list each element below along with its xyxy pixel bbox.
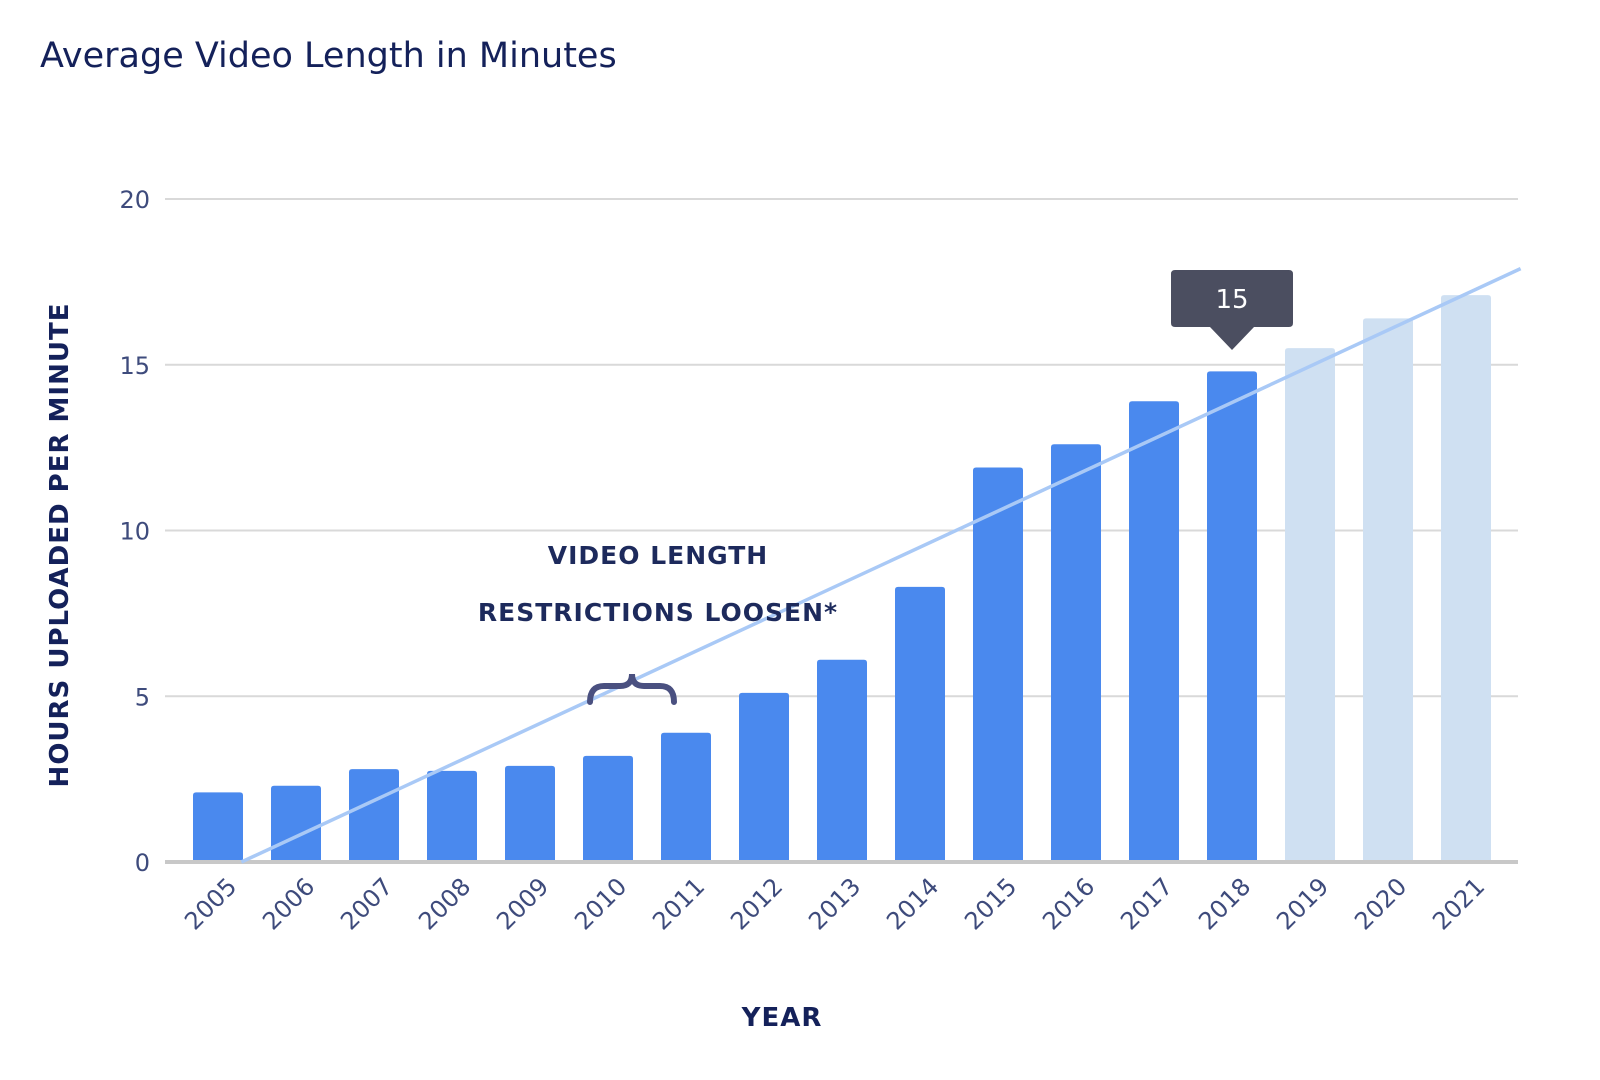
y-tick-20: 20 (119, 186, 150, 214)
x-tick-2009: 2009 (491, 872, 554, 935)
bar-2021 (1441, 295, 1491, 860)
bar-2008 (427, 770, 477, 860)
trendline-group (240, 267, 1522, 864)
x-tick-2018: 2018 (1193, 872, 1256, 935)
annotation-line-2: RESTRICTIONS LOOSEN* (478, 598, 838, 627)
x-tick-2008: 2008 (413, 872, 476, 935)
x-tick-2021: 2021 (1427, 872, 1490, 935)
x-tick-2015: 2015 (959, 872, 1022, 935)
x-tick-2016: 2016 (1037, 872, 1100, 935)
bars (193, 295, 1491, 861)
tooltip-label: 15 (1215, 285, 1248, 315)
bar-2014 (895, 586, 945, 860)
y-ticks: 0 5 10 15 20 (119, 186, 150, 877)
bar-2009 (505, 765, 555, 860)
bar-2012 (739, 692, 789, 860)
annotation: VIDEO LENGTH RESTRICTIONS LOOSEN* (478, 541, 838, 705)
brace-icon (587, 673, 677, 705)
x-tick-2012: 2012 (725, 872, 788, 935)
bar-2005 (193, 792, 243, 860)
x-tick-2011: 2011 (647, 872, 710, 935)
x-tick-2020: 2020 (1349, 872, 1412, 935)
y-tick-0: 0 (135, 849, 150, 877)
bar-2020 (1363, 318, 1413, 861)
x-tick-2013: 2013 (803, 872, 866, 935)
bar-2018 (1207, 371, 1257, 860)
x-tick-2005: 2005 (179, 872, 242, 935)
x-tick-2010: 2010 (569, 872, 632, 935)
bar-2007 (349, 769, 399, 860)
bar-2017 (1129, 401, 1179, 860)
y-tick-5: 5 (135, 683, 150, 711)
bar-2010 (583, 755, 633, 860)
annotation-line-1: VIDEO LENGTH (548, 541, 768, 570)
chart-title: Average Video Length in Minutes (40, 36, 617, 76)
x-tick-2006: 2006 (257, 872, 320, 935)
y-tick-15: 15 (119, 352, 150, 380)
x-ticks: 2005 2006 2007 2008 2009 2010 2011 2012 2013 2014… (179, 872, 1490, 935)
bar-2011 (661, 732, 711, 860)
x-tick-2014: 2014 (881, 872, 944, 935)
bar-2006 (271, 785, 321, 860)
y-axis-label: HOURS UPLOADED PER MINUTE (45, 303, 75, 788)
tooltip: 15 (1171, 270, 1293, 350)
bar-2019 (1285, 348, 1335, 860)
bar-2016 (1051, 444, 1101, 860)
bar-2013 (817, 659, 867, 860)
x-axis-label: YEAR (741, 1003, 823, 1033)
bar-2015 (973, 467, 1023, 860)
trendline (240, 267, 1522, 864)
x-tick-2007: 2007 (335, 872, 398, 935)
y-tick-10: 10 (119, 518, 150, 546)
x-tick-2019: 2019 (1271, 872, 1334, 935)
tooltip-box (1171, 270, 1293, 350)
x-tick-2017: 2017 (1115, 872, 1178, 935)
